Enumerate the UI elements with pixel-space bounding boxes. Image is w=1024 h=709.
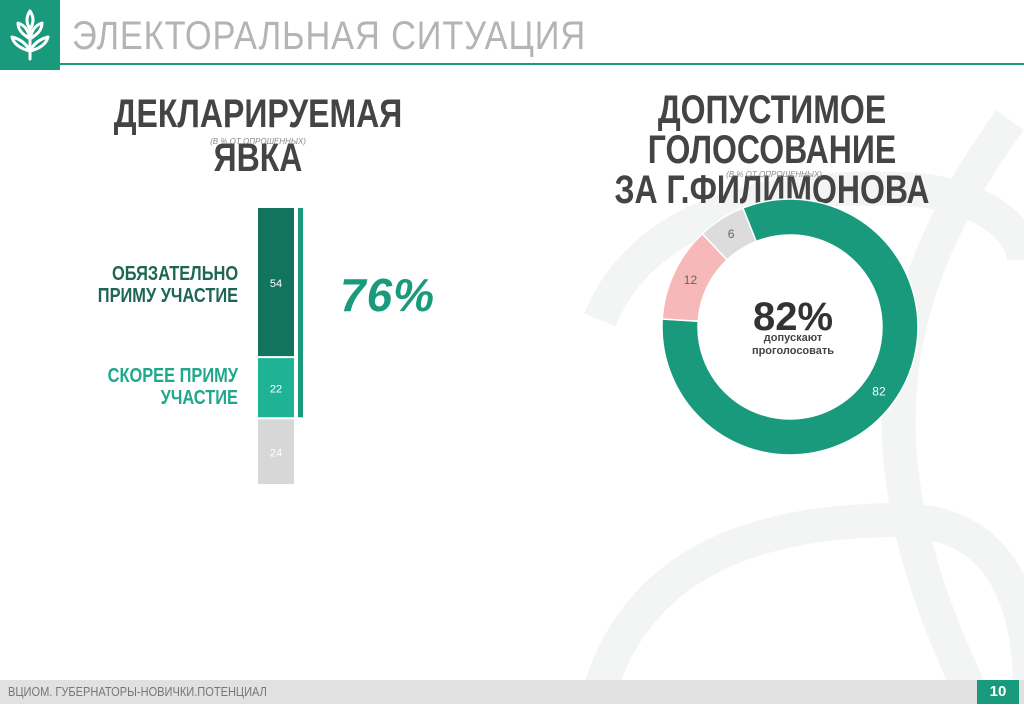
bar-label-definitely-line1: ОБЯЗАТЕЛЬНО	[111, 263, 238, 285]
vote-donut-chart: 82 12 6 82% допускают проголосовать	[661, 198, 919, 456]
bar-label-probably-line1: СКОРЕЕ ПРИМУ	[107, 365, 238, 387]
donut-slice-other-label: 6	[728, 227, 735, 241]
donut-slice-yes-label: 82	[872, 385, 886, 399]
page-number: 10	[977, 680, 1019, 704]
tree-icon	[10, 9, 50, 61]
logo	[0, 0, 60, 70]
turnout-bracket	[298, 208, 303, 418]
turnout-stacked-bar: 54 22 24	[258, 208, 303, 484]
donut-center-caption-line2: проголосовать	[752, 345, 834, 357]
donut-slice-yes	[661, 198, 919, 456]
donut-slice-no-label: 12	[684, 273, 698, 287]
donut-center-caption-line1: допускают	[764, 332, 823, 344]
footer-source: ВЦИОМ. ГУБЕРНАТОРЫ-НОВИЧКИ.ПОТЕНЦИАЛ	[8, 684, 267, 699]
bar-segment-other	[258, 419, 294, 484]
turnout-chart-title: ДЕКЛАРИРУЕМАЯ ЯВКА	[113, 92, 403, 180]
title-divider	[60, 63, 1024, 65]
vote-chart-subtitle: (В % ОТ ОПРОШЕННЫХ)	[726, 170, 822, 179]
turnout-chart-subtitle: (В % ОТ ОПРОШЕННЫХ)	[210, 137, 306, 146]
slide-title: ЭЛЕКТОРАЛЬНАЯ СИТУАЦИЯ	[72, 14, 587, 58]
bar-segment-probably-label: 22	[270, 384, 282, 396]
bar-segment-definitely	[258, 208, 294, 357]
bar-segment-probably	[258, 358, 294, 418]
bar-label-definitely: ОБЯЗАТЕЛЬНО ПРИМУ УЧАСТИЕ	[98, 263, 238, 307]
donut-slice-other	[701, 207, 758, 261]
footer-bar	[0, 680, 1024, 704]
bar-segment-other-label: 24	[270, 448, 282, 460]
bar-label-probably-line2: УЧАСТИЕ	[160, 387, 238, 409]
donut-center-value: 82%	[753, 295, 833, 339]
bar-segment-definitely-label: 54	[270, 278, 282, 290]
turnout-total-value: 76%	[340, 269, 436, 321]
vote-chart-title: ДОПУСТИМОЕ ГОЛОСОВАНИЕ ЗА Г.ФИЛИМОНОВА	[570, 90, 973, 210]
bar-label-definitely-line2: ПРИМУ УЧАСТИЕ	[97, 285, 238, 307]
bar-label-probably: СКОРЕЕ ПРИМУ УЧАСТИЕ	[108, 365, 238, 409]
vote-chart-title-line1: ДОПУСТИМОЕ ГОЛОСОВАНИЕ	[647, 88, 897, 172]
